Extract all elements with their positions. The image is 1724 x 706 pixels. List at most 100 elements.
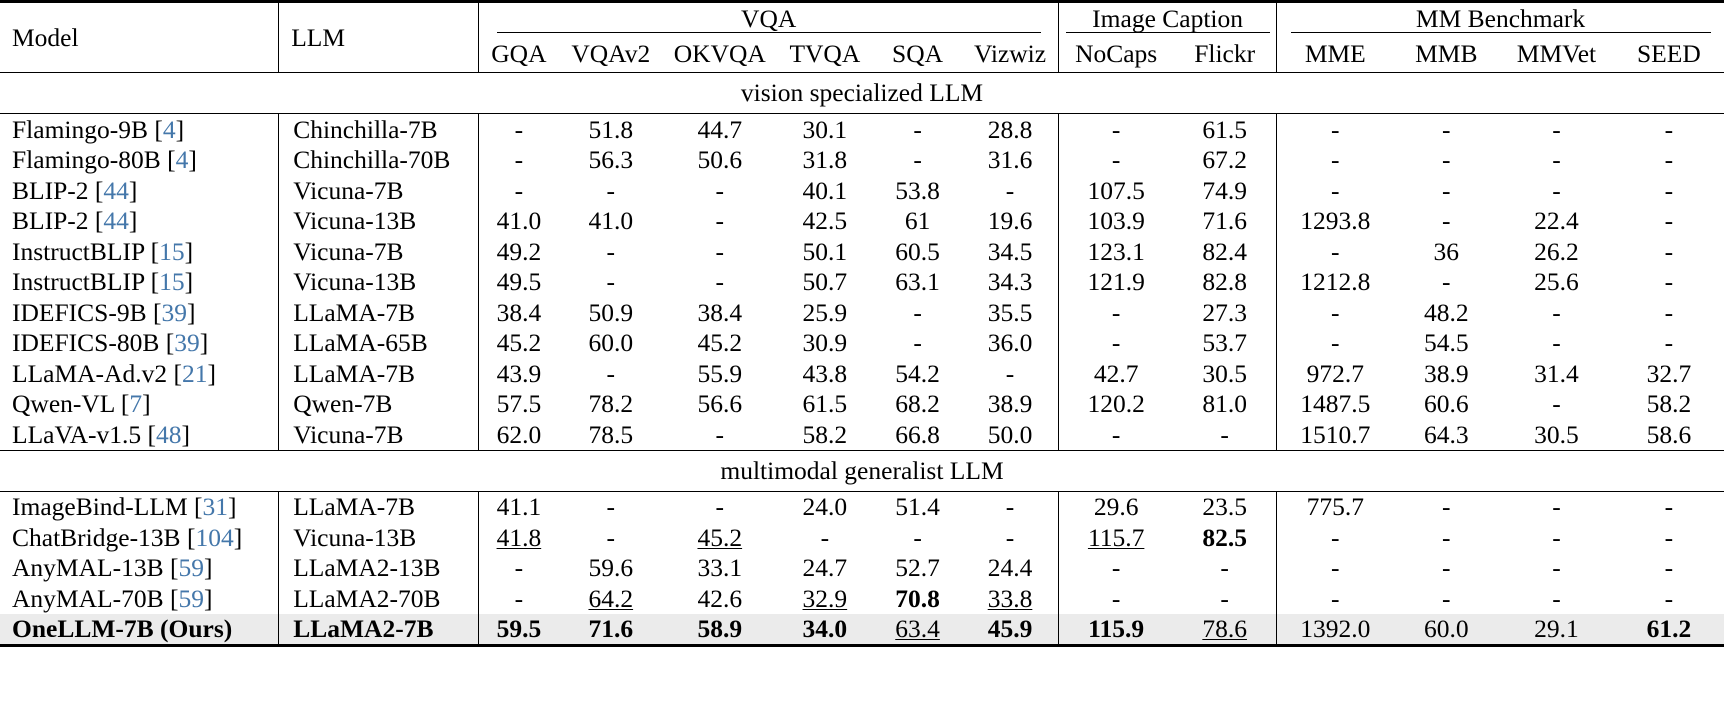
cell-vizwiz: 35.5	[962, 297, 1059, 328]
cell-vizwiz: -	[962, 358, 1059, 389]
cell-sqa: 70.8	[873, 583, 962, 614]
citation-link[interactable]: 48	[156, 419, 182, 449]
cell-value: 50.0	[987, 419, 1033, 449]
cell-seed: -	[1614, 236, 1724, 267]
cell-model-name: ImageBind-LLM [31]	[0, 490, 279, 522]
cell-value: -	[606, 492, 616, 521]
cell-okvqa: 55.9	[663, 358, 777, 389]
citation-link[interactable]: 15	[159, 236, 185, 266]
cell-value: 24.7	[802, 553, 848, 582]
cell-value: -	[913, 328, 922, 357]
cell-value: -	[1331, 114, 1340, 144]
cell-value: 60.5	[895, 236, 940, 266]
cell-mmb: 38.9	[1393, 358, 1499, 389]
cell-value: -	[1442, 553, 1451, 582]
citation-link[interactable]: 7	[129, 389, 143, 418]
cell-flickr: 30.5	[1173, 358, 1276, 389]
citation-link[interactable]: 44	[103, 206, 129, 235]
citation-link[interactable]: 39	[174, 328, 200, 357]
cell-value: -	[1664, 236, 1674, 266]
cell-value: 29.1	[1534, 614, 1579, 643]
cell-mmvet: -	[1499, 389, 1614, 420]
citation-link[interactable]: 59	[178, 553, 204, 582]
llm-text: LLaMA-7B	[293, 492, 416, 521]
cell-okvqa: 44.7	[663, 113, 777, 145]
llm-text: LLaMA-65B	[293, 328, 428, 357]
llm-text: Chinchilla-7B	[293, 114, 438, 144]
cell-gqa: 45.2	[478, 327, 559, 358]
citation-link[interactable]: 39	[161, 297, 187, 327]
model-name-text: LLaVA-v1.5	[12, 419, 142, 449]
cell-value: 50.6	[697, 145, 743, 174]
cell-mmb: -	[1393, 145, 1499, 176]
cell-mme: -	[1276, 236, 1394, 267]
cell-value: 48.2	[1423, 297, 1469, 327]
cell-vqav2: -	[559, 175, 664, 206]
cell-model-name: AnyMAL-70B [59]	[0, 583, 279, 614]
section-title: vision specialized LLM	[0, 72, 1724, 114]
cell-value: -	[1220, 419, 1229, 449]
cell-okvqa: 58.9	[663, 613, 777, 647]
model-name-text: Flamingo-9B	[12, 114, 149, 144]
model-name-text: IDEFICS-9B	[12, 297, 147, 327]
model-name-text: BLIP-2	[12, 206, 89, 235]
cell-tvqa: 25.9	[777, 297, 874, 328]
cell-value: -	[715, 492, 725, 521]
cell-vizwiz: 19.6	[962, 206, 1059, 237]
table-row: InstructBLIP [15] Vicuna-13B 49.5 - - 50.7 63.…	[0, 266, 1724, 298]
citation-link[interactable]: 31	[202, 492, 229, 521]
citation-link[interactable]: 44	[103, 175, 129, 205]
cell-mme: 972.7	[1276, 358, 1394, 389]
citation-bracket-open: [	[154, 114, 163, 144]
cell-vizwiz: 31.6	[962, 145, 1059, 176]
cell-vizwiz: 38.9	[962, 389, 1059, 420]
cell-value: -	[1442, 145, 1451, 174]
citation-bracket-close: ]	[203, 553, 213, 582]
citation-link[interactable]: 21	[181, 358, 208, 388]
cell-value: 30.1	[802, 114, 848, 144]
citation-link[interactable]: 4	[175, 145, 189, 174]
cell-mmvet: -	[1499, 145, 1614, 176]
cell-sqa: -	[873, 297, 962, 328]
cell-okvqa: -	[663, 236, 777, 267]
table-row: AnyMAL-13B [59] LLaMA2-13B - 59.6 33.1 24.7 52…	[0, 552, 1724, 584]
cell-flickr: 23.5	[1173, 490, 1277, 522]
cell-tvqa: 30.1	[776, 113, 874, 145]
cell-mme: -	[1276, 175, 1394, 206]
cell-llm: LLaMA2-13B	[278, 552, 479, 583]
cell-value: 33.1	[697, 553, 743, 582]
cell-gqa: 38.4	[478, 297, 559, 328]
cell-vizwiz: 24.4	[962, 553, 1059, 584]
citation-link[interactable]: 59	[178, 583, 204, 613]
cell-mmvet: -	[1499, 328, 1614, 359]
model-name-text: AnyMAL-70B	[12, 583, 164, 613]
cell-value: 107.5	[1087, 175, 1145, 205]
cell-value: 62.0	[496, 419, 542, 449]
citation-link[interactable]: 104	[195, 522, 234, 552]
cell-flickr: 82.8	[1173, 267, 1276, 298]
cell-value: 775.7	[1306, 492, 1364, 521]
cell-nocaps: 103.9	[1058, 205, 1174, 236]
cell-value: 58.2	[802, 419, 848, 449]
citation-link[interactable]: 4	[162, 114, 176, 144]
cell-mme: 1212.8	[1276, 266, 1394, 297]
citation-link[interactable]: 15	[159, 267, 185, 296]
cell-okvqa: 33.1	[663, 553, 777, 584]
citation-bracket-close: ]	[188, 145, 197, 174]
cell-mmb: -	[1393, 583, 1499, 614]
cell-value: -	[1442, 522, 1451, 552]
cell-value: 42.7	[1093, 358, 1139, 388]
cell-value: 44.7	[697, 114, 743, 144]
cell-vqav2: -	[559, 236, 664, 267]
cell-value: 31.4	[1534, 358, 1579, 388]
cell-value: -	[715, 236, 725, 266]
cell-value: 33.8	[987, 583, 1033, 613]
cell-llm: LLaMA2-70B	[278, 583, 479, 614]
column-header-gqa: GQA	[478, 36, 559, 73]
cell-value: 26.2	[1534, 236, 1579, 266]
cell-vqav2: -	[558, 490, 664, 522]
cell-nocaps: 42.7	[1058, 358, 1174, 389]
cell-vizwiz: -	[961, 490, 1059, 522]
cell-value: -	[1331, 175, 1340, 205]
cell-vqav2: -	[559, 522, 664, 553]
